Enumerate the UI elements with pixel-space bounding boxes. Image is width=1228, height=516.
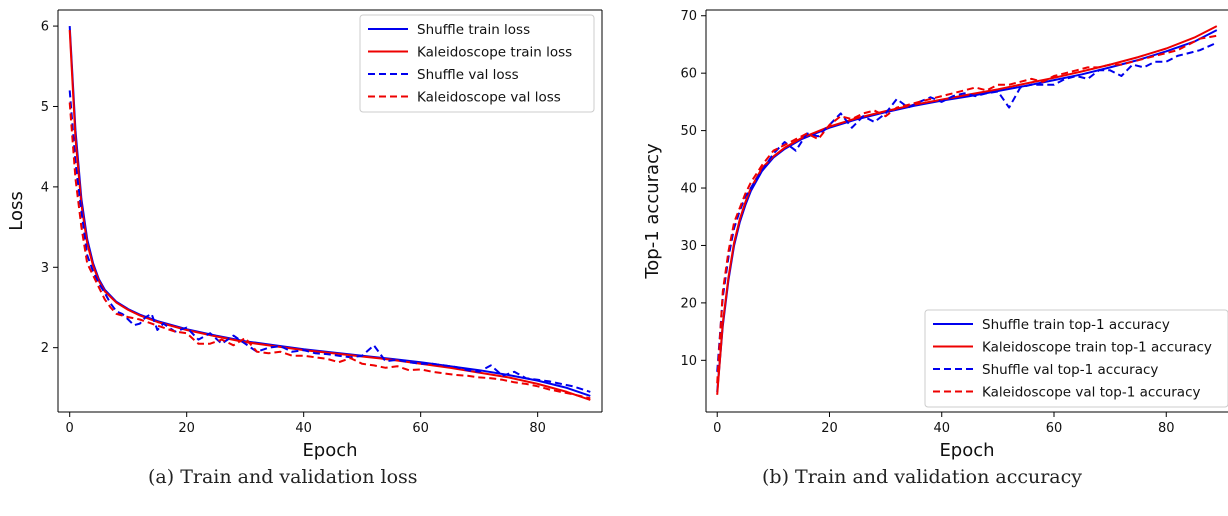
y-axis-label: Loss bbox=[6, 191, 27, 230]
series-line-4 bbox=[68, 102, 591, 400]
legend: Shuffle train loss Kaleidoscope train los… bbox=[359, 14, 595, 113]
series-line-3 bbox=[716, 41, 1218, 372]
legend-label: Shuffle train top-1 accuracy bbox=[982, 317, 1170, 333]
legend: Shuffle train top-1 accuracy Kaleidoscope… bbox=[924, 309, 1228, 408]
caption-b: (b) Train and validation accuracy bbox=[762, 466, 1082, 488]
chart-2: 0 20 40 60 80 10 20 30 40 50 60 70 Epoch Top-1 accura… bbox=[642, 9, 1228, 461]
y-tick-label: 4 bbox=[41, 180, 49, 195]
x-tick-label: 20 bbox=[821, 421, 838, 436]
y-tick-label: 20 bbox=[680, 296, 697, 311]
legend-label: Kaleidoscope val loss bbox=[417, 90, 561, 106]
x-axis-label: Epoch bbox=[939, 440, 994, 461]
y-tick-label: 5 bbox=[41, 100, 49, 115]
y-tick-label: 2 bbox=[41, 341, 49, 356]
x-tick-label: 60 bbox=[1046, 421, 1063, 436]
legend-label: Shuffle val loss bbox=[417, 67, 519, 83]
series-line-3 bbox=[68, 90, 591, 393]
legend-box bbox=[924, 309, 1228, 408]
x-tick-label: 0 bbox=[66, 421, 74, 436]
y-tick-label: 6 bbox=[41, 20, 49, 35]
y-tick-label: 3 bbox=[41, 261, 49, 276]
x-tick-label: 0 bbox=[713, 421, 721, 436]
y-tick-label: 40 bbox=[680, 182, 697, 197]
legend-box bbox=[359, 14, 595, 113]
legend-label: Shuffle train loss bbox=[417, 22, 530, 38]
legend-label: Kaleidoscope train loss bbox=[417, 45, 572, 61]
y-tick-label: 50 bbox=[680, 124, 697, 139]
chart-1: 0 20 40 60 80 2 3 4 5 6 Epoch Loss Shuffle train los… bbox=[6, 9, 603, 461]
series-line-2 bbox=[68, 30, 591, 401]
x-tick-label: 60 bbox=[412, 421, 429, 436]
x-axis-label: Epoch bbox=[302, 440, 357, 461]
x-tick-label: 80 bbox=[1158, 421, 1175, 436]
y-axis-label: Top-1 accuracy bbox=[642, 143, 663, 280]
y-tick-label: 60 bbox=[680, 67, 697, 82]
y-tick-label: 30 bbox=[680, 239, 697, 254]
x-tick-label: 40 bbox=[295, 421, 312, 436]
y-tick-label: 70 bbox=[680, 9, 697, 24]
legend-label: Kaleidoscope train top-1 accuracy bbox=[982, 340, 1212, 356]
caption-a: (a) Train and validation loss bbox=[148, 466, 418, 488]
y-tick-label: 10 bbox=[680, 354, 697, 369]
x-tick-label: 20 bbox=[178, 421, 195, 436]
series-line-4 bbox=[716, 34, 1217, 384]
legend-label: Shuffle val top-1 accuracy bbox=[982, 362, 1158, 378]
x-tick-label: 80 bbox=[529, 421, 546, 436]
x-tick-label: 40 bbox=[933, 421, 950, 436]
legend-label: Kaleidoscope val top-1 accuracy bbox=[982, 385, 1201, 401]
